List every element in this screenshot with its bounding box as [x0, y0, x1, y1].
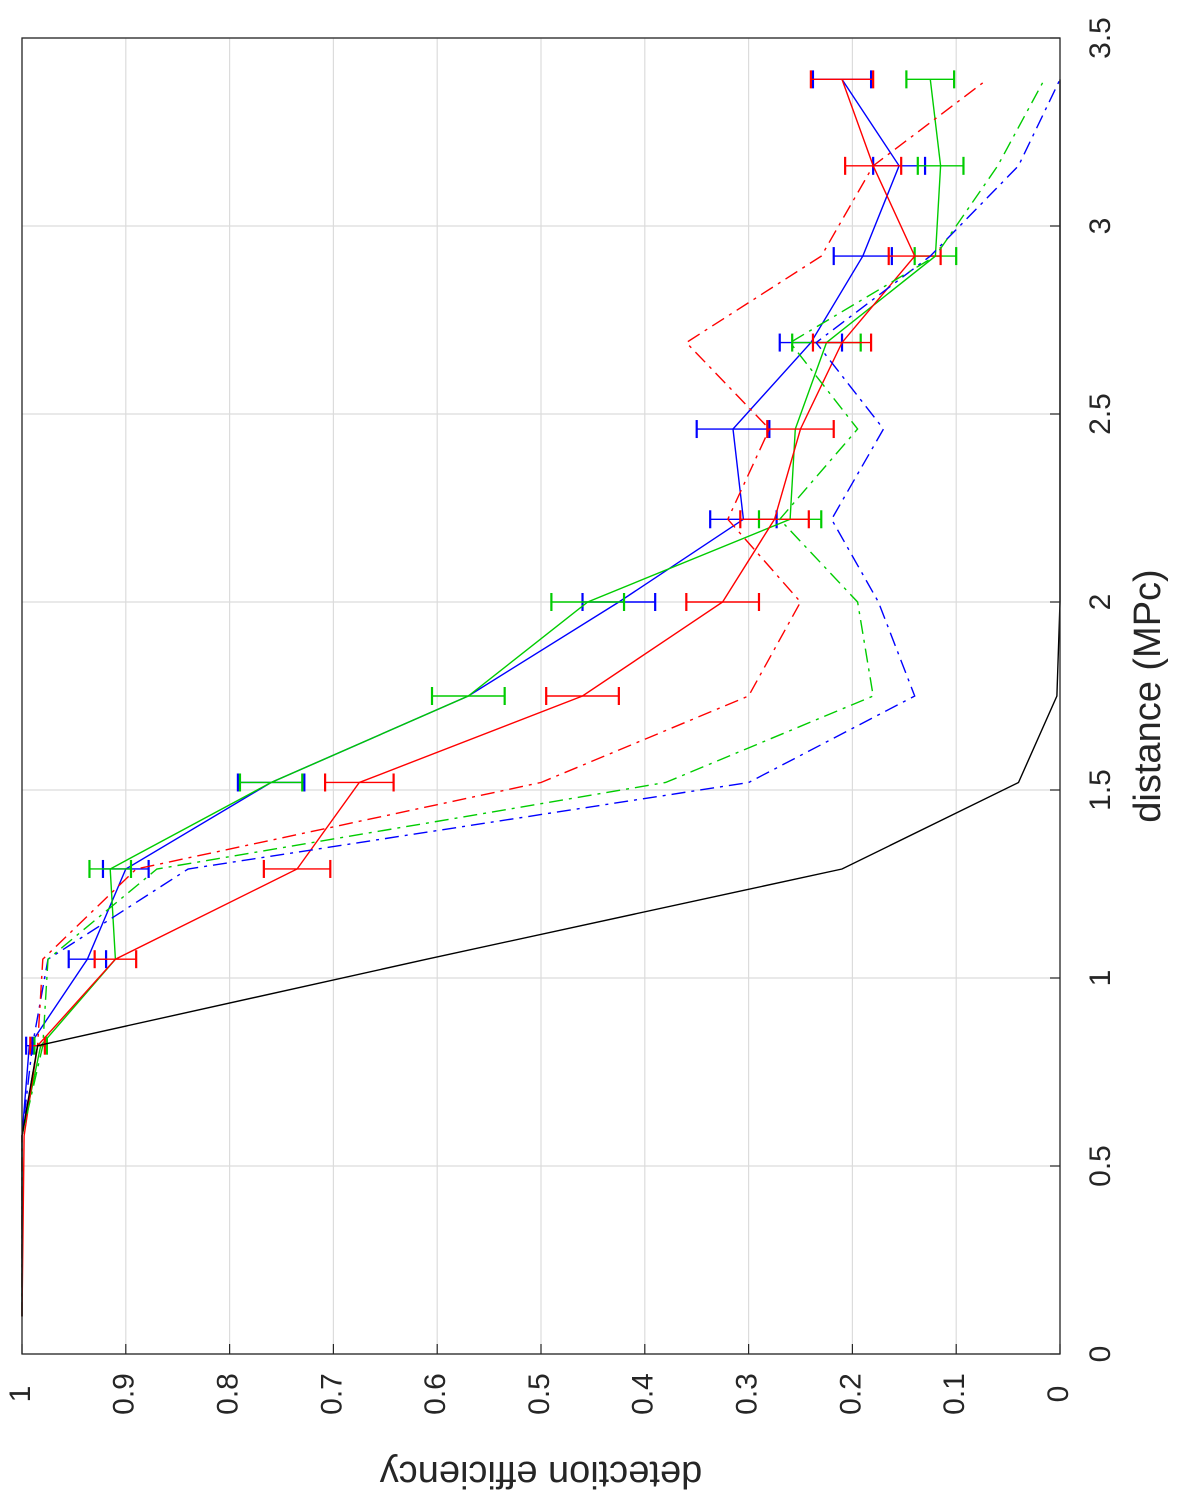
y-tick-label: 0.1 — [938, 1373, 971, 1415]
y-tick-label: 0.2 — [834, 1373, 867, 1415]
error-bar — [905, 70, 956, 89]
error-bar — [238, 773, 304, 792]
x-tick-label: 3.5 — [1084, 17, 1117, 59]
series-line — [21, 79, 1046, 1317]
error-bar — [887, 247, 942, 266]
error-bar — [262, 859, 332, 878]
x-tick-label: 2 — [1084, 594, 1117, 611]
error-bar — [766, 420, 835, 439]
series-line — [21, 78, 988, 1317]
error-bar — [430, 687, 506, 705]
y-axis-label: detection efficiency — [380, 1453, 703, 1491]
plot-frame — [21, 37, 1061, 1355]
series-line — [21, 79, 942, 1317]
y-tick-label: 0 — [1042, 1386, 1075, 1403]
x-tick-label: 1 — [1084, 970, 1117, 987]
y-tick-label: 0.5 — [523, 1373, 556, 1415]
series-line — [21, 79, 900, 1317]
y-tick-label: 0.8 — [212, 1373, 245, 1415]
error-bar — [811, 333, 873, 352]
y-tick-label: 0.9 — [108, 1373, 141, 1415]
x-axis-label: distance (MPc) — [1127, 569, 1169, 822]
y-tick-label: 0.6 — [419, 1373, 452, 1415]
error-bar — [739, 510, 810, 529]
x-tick-label: 1.5 — [1084, 769, 1117, 811]
x-tick-label: 3 — [1084, 218, 1117, 235]
x-tick-label: 2.5 — [1084, 393, 1117, 435]
x-tick-label: 0.5 — [1084, 1145, 1117, 1187]
y-tick-label: 1 — [4, 1386, 37, 1403]
series-5 — [21, 78, 988, 1317]
y-tick-label: 0.4 — [627, 1373, 660, 1415]
error-bar — [88, 859, 133, 878]
grid — [21, 37, 1061, 1355]
y-tick-label: 0.7 — [315, 1373, 348, 1415]
error-bar — [550, 593, 626, 611]
axes: 0 0.5 1 1.5 2 2.5 3 3.5 0 0.1 0.2 0.3 0.4 0.5 0.6 0.7 0.… — [4, 17, 1117, 1415]
series-4 — [21, 79, 1046, 1317]
error-bar — [545, 687, 620, 705]
error-bar — [916, 156, 965, 175]
error-bar — [685, 593, 761, 611]
x-tick-label: 0 — [1084, 1346, 1117, 1363]
series-2 — [21, 70, 942, 1317]
y-tick-label: 0.3 — [731, 1373, 764, 1415]
error-bar — [809, 70, 875, 89]
series-line — [21, 79, 916, 1317]
error-bar — [323, 773, 395, 792]
error-bar — [93, 950, 138, 969]
